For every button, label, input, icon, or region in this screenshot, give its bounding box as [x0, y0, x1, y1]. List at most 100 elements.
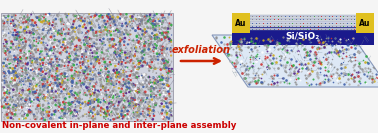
Point [31, 58, 37, 60]
Point [2, 105, 8, 107]
Point [25, 14, 31, 16]
Point [110, 100, 116, 102]
Point [23, 102, 29, 104]
Point [42, 19, 48, 21]
Point [232, 63, 238, 65]
Point [116, 29, 122, 31]
Point [129, 25, 135, 28]
Point [333, 68, 339, 70]
Point [65, 77, 71, 79]
Point [282, 53, 288, 55]
Point [134, 39, 140, 41]
Point [25, 89, 31, 91]
Point [130, 74, 136, 76]
Point [11, 94, 17, 96]
Point [100, 47, 106, 49]
Point [370, 78, 376, 80]
Point [108, 83, 114, 85]
Point [21, 103, 27, 105]
Point [151, 44, 157, 46]
Point [161, 38, 167, 40]
Point [145, 103, 151, 106]
Point [62, 73, 68, 75]
Point [27, 75, 33, 77]
Point [50, 67, 56, 69]
Point [329, 40, 335, 42]
Point [17, 106, 23, 109]
Point [141, 48, 147, 50]
Point [27, 80, 33, 82]
Point [311, 53, 318, 55]
Point [94, 58, 101, 60]
Point [128, 79, 134, 81]
Point [69, 41, 75, 43]
Point [286, 57, 292, 59]
Point [113, 19, 119, 21]
Point [99, 35, 105, 37]
Point [0, 35, 6, 37]
Point [335, 54, 341, 56]
Point [138, 28, 144, 30]
Point [327, 64, 333, 66]
Point [151, 24, 157, 26]
Point [70, 113, 76, 115]
Point [121, 95, 127, 97]
Point [33, 24, 39, 26]
Point [337, 50, 343, 52]
Point [102, 20, 108, 22]
Point [23, 72, 29, 74]
Point [163, 75, 169, 78]
Point [137, 62, 143, 64]
Point [50, 82, 56, 84]
Point [26, 104, 33, 106]
Point [40, 113, 46, 115]
Point [59, 73, 65, 75]
Point [163, 94, 169, 96]
Point [113, 80, 119, 82]
Point [75, 30, 81, 32]
Point [322, 18, 328, 20]
Point [124, 68, 130, 70]
Point [100, 25, 106, 27]
Point [19, 66, 25, 68]
Point [46, 20, 52, 22]
Point [3, 41, 9, 43]
Point [137, 89, 143, 91]
Point [121, 115, 127, 118]
Point [30, 68, 36, 70]
Point [10, 31, 16, 34]
Point [94, 58, 100, 60]
Point [64, 23, 70, 25]
Point [34, 98, 40, 100]
Point [132, 105, 138, 107]
Point [5, 102, 11, 104]
Point [305, 68, 311, 70]
Point [12, 108, 18, 110]
Point [107, 102, 113, 104]
Point [32, 49, 38, 51]
Point [62, 72, 68, 74]
Point [94, 47, 100, 49]
Point [136, 16, 142, 18]
Point [147, 35, 153, 37]
Point [107, 66, 113, 68]
Point [149, 32, 155, 34]
Point [89, 27, 95, 29]
Point [96, 110, 102, 112]
Point [11, 111, 17, 114]
Point [34, 61, 40, 64]
Point [62, 13, 68, 15]
Point [253, 82, 259, 85]
Point [161, 32, 167, 34]
Point [4, 20, 10, 23]
Point [5, 96, 11, 98]
Point [299, 44, 305, 47]
Point [333, 18, 339, 20]
Point [232, 65, 238, 67]
Point [4, 115, 10, 117]
Point [298, 62, 304, 64]
Point [6, 48, 12, 50]
Point [73, 33, 79, 36]
Point [49, 67, 55, 69]
Point [355, 65, 361, 67]
